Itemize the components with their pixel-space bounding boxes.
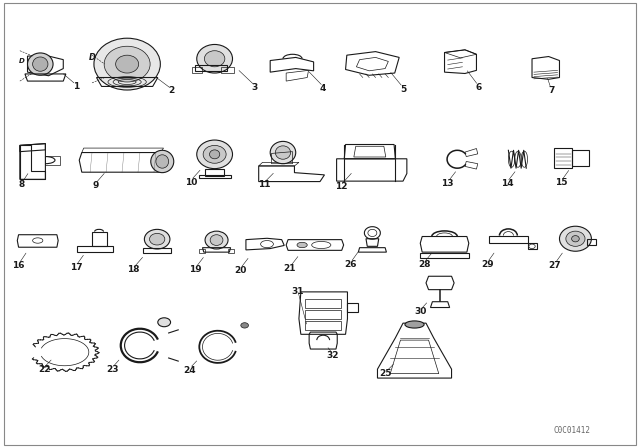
- Text: 7: 7: [548, 86, 554, 95]
- Ellipse shape: [33, 238, 43, 243]
- Text: 28: 28: [418, 260, 430, 269]
- Ellipse shape: [104, 46, 150, 82]
- Text: 18: 18: [127, 265, 140, 274]
- Ellipse shape: [529, 244, 535, 249]
- Ellipse shape: [28, 53, 53, 75]
- Text: 2: 2: [169, 86, 175, 95]
- Text: 14: 14: [501, 179, 513, 188]
- Text: 26: 26: [344, 260, 357, 269]
- Text: 13: 13: [442, 179, 454, 188]
- Ellipse shape: [260, 241, 273, 248]
- Ellipse shape: [241, 323, 248, 328]
- Text: 16: 16: [12, 262, 25, 271]
- Text: 8: 8: [19, 180, 25, 189]
- Text: 15: 15: [555, 178, 568, 187]
- Text: D: D: [19, 58, 24, 64]
- Text: 6: 6: [476, 83, 481, 92]
- Text: 29: 29: [481, 260, 493, 269]
- Text: 10: 10: [185, 177, 197, 186]
- Ellipse shape: [270, 142, 296, 164]
- Text: 3: 3: [252, 83, 258, 92]
- Ellipse shape: [205, 231, 228, 249]
- Ellipse shape: [312, 241, 331, 249]
- Text: 20: 20: [234, 266, 246, 275]
- Ellipse shape: [151, 151, 173, 172]
- Text: 19: 19: [189, 265, 202, 274]
- Text: 22: 22: [38, 365, 51, 374]
- Ellipse shape: [150, 233, 165, 245]
- Text: 23: 23: [106, 365, 118, 374]
- Ellipse shape: [275, 146, 291, 159]
- Text: 4: 4: [320, 84, 326, 93]
- Text: 24: 24: [184, 366, 196, 375]
- Text: 32: 32: [326, 351, 339, 360]
- Ellipse shape: [94, 38, 161, 90]
- Text: 27: 27: [548, 261, 561, 270]
- Ellipse shape: [405, 321, 424, 328]
- Text: 21: 21: [284, 264, 296, 273]
- Ellipse shape: [156, 155, 169, 168]
- Text: 17: 17: [70, 263, 83, 272]
- Ellipse shape: [196, 44, 232, 73]
- Ellipse shape: [566, 231, 585, 246]
- Text: 5: 5: [400, 85, 406, 94]
- Ellipse shape: [559, 226, 591, 251]
- Ellipse shape: [297, 242, 307, 248]
- Ellipse shape: [145, 229, 170, 249]
- Ellipse shape: [116, 55, 139, 73]
- Text: 30: 30: [415, 306, 427, 315]
- Ellipse shape: [209, 150, 220, 159]
- Ellipse shape: [33, 57, 48, 71]
- Text: D: D: [89, 53, 96, 62]
- Text: 25: 25: [380, 369, 392, 378]
- Text: 12: 12: [335, 182, 348, 191]
- Ellipse shape: [158, 318, 171, 327]
- Ellipse shape: [196, 140, 232, 168]
- Ellipse shape: [204, 51, 225, 67]
- Text: C0C01412: C0C01412: [554, 426, 591, 435]
- Text: 31: 31: [291, 287, 304, 297]
- Ellipse shape: [210, 235, 223, 246]
- Text: 9: 9: [92, 181, 99, 190]
- Ellipse shape: [572, 236, 579, 242]
- Text: 11: 11: [257, 180, 270, 189]
- Text: 1: 1: [73, 82, 79, 91]
- Ellipse shape: [203, 146, 226, 163]
